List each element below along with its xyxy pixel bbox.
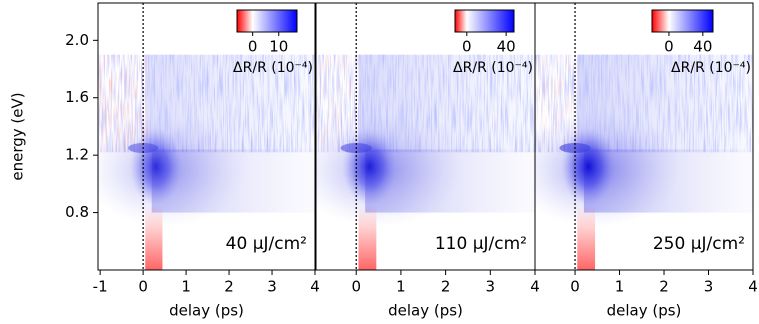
x-tick-label: 1 [181, 278, 191, 296]
x-tick-label: 3 [267, 278, 277, 296]
y-axis-label: energy (eV) [9, 92, 27, 180]
heatmap-panel: -1 0 1 2 3 4 delay (ps) 0.8 1.2 1.6 2.0 energy (eV)… [9, 2, 320, 320]
signal-core [130, 127, 182, 206]
fluence-label: 40 μJ/cm² [226, 234, 307, 254]
colorbar-tick-label: 0 [462, 38, 472, 56]
heatmap-image [98, 3, 315, 270]
colorbar-label: ΔR/R (10⁻⁴) [453, 60, 533, 76]
x-tick-label: 3 [486, 278, 496, 296]
x-tick-label: 0 [351, 278, 361, 296]
y-tick-label: 1.2 [65, 146, 89, 164]
heatmap-panel: 0 1 2 3 4 delay (ps) 0 40 ΔR/R (10⁻⁴) 110 μJ/cm² [315, 2, 540, 320]
colorbar-tick-label: 10 [269, 38, 288, 56]
colorbar-tick-label: 40 [497, 38, 516, 56]
negative-streak [577, 205, 596, 270]
x-tick-label: 0 [570, 278, 580, 296]
x-tick-label: 4 [748, 278, 758, 296]
heatmap-image [316, 3, 535, 270]
colorbar [236, 9, 298, 33]
heatmap-image [535, 3, 753, 270]
negative-streak [145, 205, 163, 270]
fluence-label: 110 μJ/cm² [435, 234, 527, 254]
negative-streak [358, 205, 377, 270]
y-tick-label: 2.0 [65, 31, 89, 49]
colorbar [454, 9, 515, 33]
colorbar-label: ΔR/R (10⁻⁴) [233, 60, 313, 76]
x-tick-label: 3 [704, 278, 714, 296]
colorbar-label: ΔR/R (10⁻⁴) [671, 60, 751, 76]
signal-core [561, 127, 616, 206]
x-axis-label: delay (ps) [607, 302, 682, 320]
plot-frame [97, 2, 316, 271]
y-tick-label: 1.6 [65, 88, 89, 106]
x-tick-label: 2 [441, 278, 451, 296]
x-tick-label: 1 [396, 278, 406, 296]
plot-frame [534, 2, 754, 271]
x-tick-label: 4 [310, 278, 320, 296]
colorbar-tick-label: 0 [248, 38, 258, 56]
y-tick-label: 0.8 [65, 203, 89, 221]
x-tick-label: 4 [530, 278, 540, 296]
colorbar-tick-label: 40 [693, 38, 712, 56]
signal-core [342, 127, 397, 206]
x-tick-label: 1 [615, 278, 625, 296]
colorbar [651, 9, 714, 33]
x-tick-label: 2 [659, 278, 669, 296]
fluence-label: 250 μJ/cm² [653, 234, 745, 254]
colorbar-tick-label: 0 [664, 38, 674, 56]
x-tick-label: 2 [224, 278, 234, 296]
x-axis-label: delay (ps) [388, 302, 463, 320]
x-tick-label: 0 [138, 278, 148, 296]
x-axis-label: delay (ps) [169, 302, 244, 320]
heatmap-panel: 0 1 2 3 4 delay (ps) 0 40 ΔR/R (10⁻⁴) 250 μJ/cm² [534, 2, 758, 320]
x-tick-label: -1 [93, 278, 108, 296]
